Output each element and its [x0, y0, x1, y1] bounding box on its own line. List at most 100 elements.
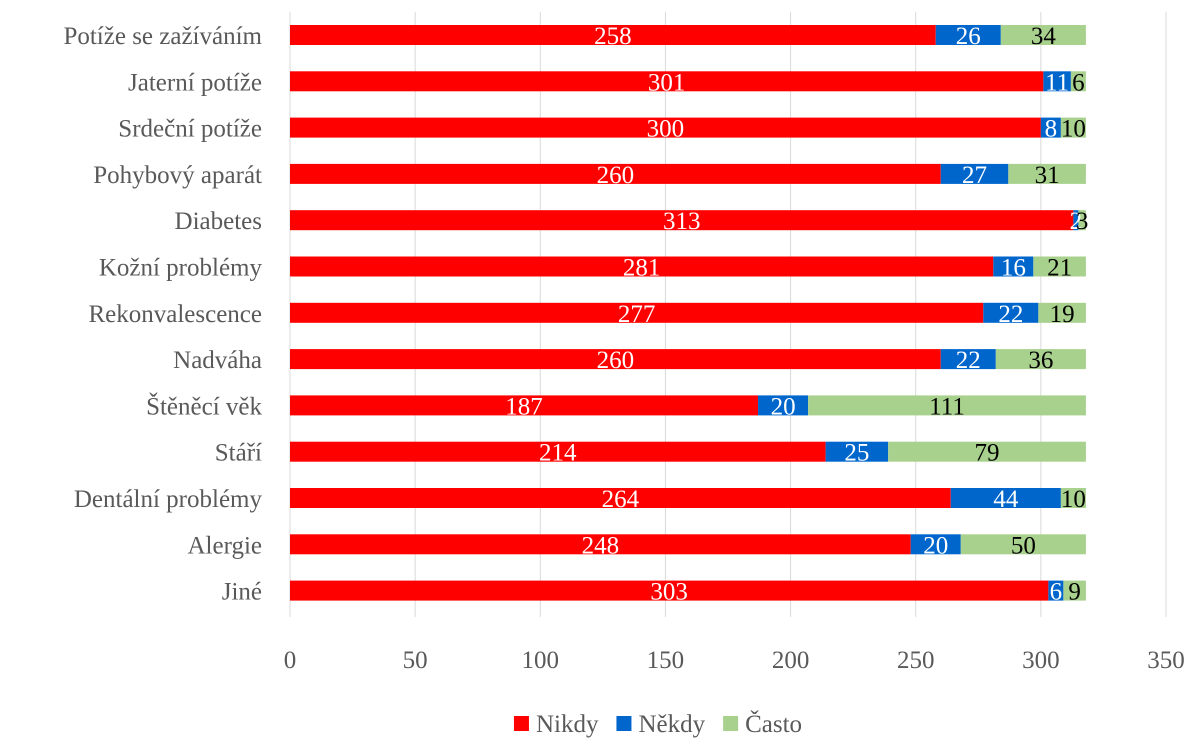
bar-segment-nikdy — [290, 117, 1041, 138]
category-label: Rekonvalescence — [88, 301, 262, 328]
bar-segment-nikdy — [290, 302, 984, 323]
bar-segment-někdy — [940, 349, 996, 370]
bar-segment-často — [1060, 117, 1086, 138]
data-label: 2 — [1070, 208, 1083, 235]
bar-segment-nikdy — [290, 534, 911, 555]
category-label: Stáří — [215, 440, 262, 467]
bar-segment-často — [1000, 25, 1086, 45]
data-label: 3 — [1076, 208, 1089, 235]
bar-segment-nikdy — [290, 71, 1044, 92]
bar-segment-někdy — [993, 256, 1034, 277]
bar-segment-často — [1070, 71, 1086, 92]
data-label: 260 — [597, 162, 635, 189]
legend-swatch — [513, 716, 529, 731]
category-label: Jaterní potíže — [128, 69, 262, 96]
x-tick-label: 50 — [403, 647, 428, 674]
data-label: 11 — [1045, 69, 1069, 96]
category-label: Jiné — [222, 579, 262, 606]
bar-segment-někdy — [950, 488, 1061, 508]
data-label: 303 — [650, 579, 688, 606]
bar-segment-často — [995, 349, 1086, 370]
data-label: 79 — [975, 440, 1000, 467]
legend-label: Často — [745, 710, 802, 738]
category-label: Nadváha — [173, 347, 262, 374]
data-label: 31 — [1035, 162, 1060, 189]
data-label: 260 — [597, 347, 635, 374]
category-label: Diabetes — [175, 208, 262, 235]
bar-segment-někdy — [983, 302, 1039, 323]
data-label: 214 — [539, 440, 577, 467]
x-tick-label: 350 — [1147, 647, 1185, 674]
bar-segment-nikdy — [290, 25, 936, 45]
bar-segment-někdy — [935, 25, 1001, 45]
data-label: 44 — [993, 486, 1019, 513]
data-label: 22 — [998, 301, 1023, 328]
bar-segment-často — [1033, 256, 1086, 277]
data-label: 8 — [1045, 116, 1058, 143]
data-label: 25 — [844, 440, 869, 467]
data-label: 281 — [623, 255, 661, 282]
data-label: 264 — [602, 486, 640, 513]
bar-segment-často — [1063, 580, 1086, 601]
bar-segment-často — [888, 441, 1086, 462]
bar-segment-nikdy — [290, 349, 941, 370]
x-tick-label: 0 — [284, 647, 297, 674]
bar-segment-někdy — [1043, 71, 1071, 92]
bar-segment-někdy — [1073, 210, 1079, 231]
legend-item-někdy: Někdy — [616, 711, 706, 738]
category-label: Kožní problémy — [99, 255, 263, 282]
x-tick-label: 100 — [522, 647, 560, 674]
x-axis-tick-labels: 0 50 100 150 200 250 300 350 — [284, 647, 1185, 674]
bar-segment-často — [1060, 488, 1086, 508]
bar-segment-nikdy — [290, 395, 759, 416]
bar-segment-někdy — [1048, 580, 1064, 601]
bar-segment-nikdy — [290, 256, 994, 277]
legend-swatch — [723, 716, 739, 731]
bar-segment-nikdy — [290, 488, 951, 508]
bar-segment-často — [1038, 302, 1086, 323]
legend: Nikdy Někdy Často — [513, 710, 802, 738]
data-label: 9 — [1068, 579, 1081, 606]
legend-swatch — [616, 716, 632, 731]
category-label: Potíže se zažíváním — [63, 23, 262, 50]
data-label: 248 — [582, 532, 620, 559]
data-label: 6 — [1072, 69, 1085, 96]
data-label: 6 — [1050, 579, 1063, 606]
category-label: Dentální problémy — [74, 486, 263, 513]
bar-segment-často — [1078, 210, 1086, 231]
data-label: 20 — [923, 532, 948, 559]
bar-segment-nikdy — [290, 580, 1049, 601]
x-tick-label: 250 — [897, 647, 935, 674]
bars — [290, 25, 1086, 601]
data-label: 277 — [618, 301, 656, 328]
data-label: 300 — [647, 116, 685, 143]
data-label: 20 — [771, 393, 796, 420]
bar-segment-nikdy — [290, 210, 1074, 231]
data-label: 313 — [663, 208, 701, 235]
bar-segment-často — [808, 395, 1086, 416]
data-label: 26 — [956, 23, 981, 50]
bar-segment-nikdy — [290, 441, 826, 462]
data-label: 34 — [1031, 23, 1057, 50]
legend-label: Někdy — [638, 711, 705, 738]
x-tick-label: 200 — [772, 647, 810, 674]
x-tick-label: 150 — [647, 647, 685, 674]
bar-segment-často — [960, 534, 1086, 555]
data-label: 258 — [594, 23, 632, 50]
bar-segment-někdy — [910, 534, 961, 555]
data-label: 187 — [505, 393, 543, 420]
bar-segment-někdy — [1040, 117, 1061, 138]
bar-segment-často — [1008, 163, 1086, 184]
data-label: 27 — [962, 162, 987, 189]
bar-segment-nikdy — [290, 163, 941, 184]
data-label: 19 — [1050, 301, 1075, 328]
data-label: 22 — [956, 347, 981, 374]
bar-segment-někdy — [940, 163, 1009, 184]
bar-segment-někdy — [825, 441, 889, 462]
category-labels: Potíže se zažíváním Jaterní potíže Srdeční… — [63, 23, 262, 606]
data-label: 10 — [1061, 116, 1086, 143]
bar-segment-někdy — [758, 395, 809, 416]
